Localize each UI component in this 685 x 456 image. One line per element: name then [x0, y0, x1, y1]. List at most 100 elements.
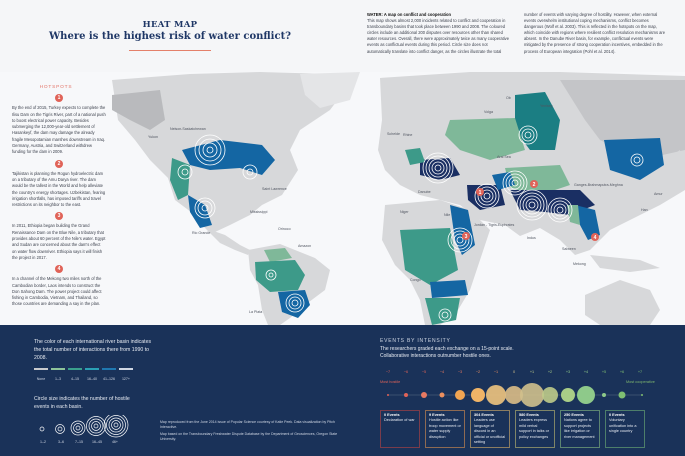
basin-rhine	[405, 148, 425, 165]
basin-label: Amur	[654, 192, 663, 196]
basin-label: Rhine	[403, 133, 413, 137]
legend-swatch-41-126	[102, 368, 116, 370]
title-divider	[129, 50, 211, 51]
hotspots-title: HOTSPOTS	[39, 85, 73, 90]
basin-ob	[515, 92, 560, 150]
basin-orange	[425, 298, 460, 325]
hotspot-text: In a channel of the Mekong two miles nor…	[12, 276, 102, 307]
footer-legend: The color of each international river ba…	[0, 325, 685, 456]
hotspot-number-badge: 4	[55, 265, 63, 274]
basin-volga	[445, 118, 525, 160]
most-hostile-label: Most hostile	[380, 380, 401, 384]
basin-label: Salween	[562, 247, 576, 251]
hotspot-number-badge: 3	[55, 212, 63, 221]
basin-label: Yukon	[148, 135, 158, 139]
basin-orinoco	[264, 248, 292, 262]
basin-congo	[400, 228, 458, 285]
legend-label: 7–15	[75, 440, 83, 444]
basin-columbia	[170, 158, 190, 200]
legend-label: 1–3	[55, 377, 61, 381]
event-box: 250 Events Nations agree to support proj…	[560, 410, 600, 448]
page-title: Where is the highest risk of water confl…	[48, 31, 292, 42]
intro-text: WATER: A map on conflict and cooperation…	[367, 12, 667, 55]
hotspot-item: 4 In a channel of the Mekong two miles n…	[0, 265, 112, 307]
legend-label: 46+	[111, 440, 119, 444]
scale-tick: +3	[565, 370, 571, 374]
scale-tick: +2	[547, 370, 553, 374]
basin-label: Niger	[400, 210, 409, 214]
credit-line: Map based on the Transboundary Freshwate…	[160, 432, 338, 441]
event-description: Voluntary unification into a single coun…	[609, 418, 637, 434]
hotspot-badges: 1 2 3 4	[462, 180, 599, 241]
legend-size-circles	[39, 415, 129, 438]
basin-nelson	[182, 140, 275, 175]
basin-label: Nelson-Saskatchewan	[170, 127, 206, 131]
intro-heading: WATER: A map on conflict and cooperation	[367, 12, 451, 17]
basin-label: Han	[641, 208, 648, 212]
scale-tick: 0	[512, 370, 516, 374]
hotspot-text: In 2011, Ethiopia began building the Gra…	[12, 223, 106, 260]
legend-swatch-4-15	[68, 368, 82, 370]
legend-swatch-none	[34, 368, 48, 370]
world-map: 1 2 3 4 HOTSPOTS 1 By the end of 2015, T…	[0, 72, 685, 325]
event-description: Nations agree to support projects like i…	[564, 418, 595, 439]
basin-label: Jordan - Tigris-Euphrates	[474, 223, 515, 227]
basin-label: Indus	[527, 236, 536, 240]
basin-label: Saint Lawrence	[262, 187, 287, 191]
basin-label: Rio Grande	[192, 231, 211, 235]
scale-tick: −6	[403, 370, 409, 374]
basin-label: Nile	[444, 213, 451, 217]
basin-label: Congo	[410, 278, 421, 282]
event-count: 0 Events	[609, 413, 625, 417]
scale-tick: +5	[601, 370, 607, 374]
event-box: 9 Events Hostile action like troop movem…	[425, 410, 465, 448]
scale-tick: +1	[529, 370, 535, 374]
legend-label: 3–6	[58, 440, 64, 444]
hotspot-item: 1 By the end of 2015, Turkey expects to …	[0, 94, 112, 155]
title-block: HEAT MAP Where is the highest risk of wa…	[0, 20, 340, 51]
basin-label: Schelde	[387, 132, 400, 136]
scale-tick: +4	[583, 370, 589, 374]
basin-mekong	[575, 205, 600, 240]
hotspot-number-badge: 2	[55, 159, 63, 168]
basin-label: Mississippi	[250, 210, 268, 214]
hotspot-badge-2	[530, 180, 538, 188]
events-desc-line: The researchers graded each exchange on …	[380, 346, 514, 352]
scale-tick: −5	[421, 370, 427, 374]
hotspot-number-badge: 1	[55, 94, 63, 103]
legend-color-scale	[34, 368, 133, 370]
events-desc-line: Collaborative interactions outnumber hos…	[380, 353, 491, 359]
event-count: 580 Events	[519, 413, 539, 417]
credits: Map reproduced from the June 2014 issue …	[160, 420, 340, 444]
legend-label: 127+	[121, 377, 131, 381]
hotspot-text: Tajikistan is planning the Rogun hydroel…	[12, 170, 106, 208]
scale-tick: +6	[619, 370, 625, 374]
basin-label: Amazon	[298, 244, 312, 248]
event-count: 0 Events	[384, 413, 400, 417]
legend-label: 16–40	[87, 377, 97, 381]
hotspot-badge-4	[591, 233, 599, 241]
map-canvas: 1 2 3 4	[112, 72, 685, 325]
svg-text:4: 4	[594, 235, 597, 241]
land-australia	[585, 280, 660, 325]
scale-tick: −2	[475, 370, 481, 374]
basin-label: Aral Sea	[497, 155, 511, 159]
legend-label: 41–126	[103, 377, 115, 381]
events-description: The researchers graded each exchange on …	[380, 346, 680, 360]
basin-label: Yenisey	[540, 104, 553, 108]
basin-label: Danube	[418, 190, 431, 194]
legend-label: 1–2	[40, 440, 46, 444]
intensity-scale: −7 −6 −5 −4 −3 −2 −1 0 +1 +2 +3 +4 +5 +6 +7	[380, 370, 680, 376]
event-count: 304 Events	[474, 413, 494, 417]
event-box: 0 Events Voluntary unification into a si…	[605, 410, 645, 448]
scale-tick: −4	[439, 370, 445, 374]
event-description: Hostile action like troop movement or wa…	[429, 418, 461, 439]
intro-body: This map shows almost 2,000 incidents re…	[367, 12, 666, 54]
legend-size-text: Circle size indicates the number of host…	[34, 396, 130, 410]
event-description: Leaders use language of discord in an of…	[474, 418, 506, 445]
basin-label: Volga	[484, 110, 493, 114]
event-box: 0 Events Declaration of war	[380, 410, 420, 448]
credit-line: Map reproduced from the June 2014 issue …	[160, 420, 335, 429]
basin-label: La Plata	[249, 310, 263, 314]
scale-tick: +7	[637, 370, 643, 374]
